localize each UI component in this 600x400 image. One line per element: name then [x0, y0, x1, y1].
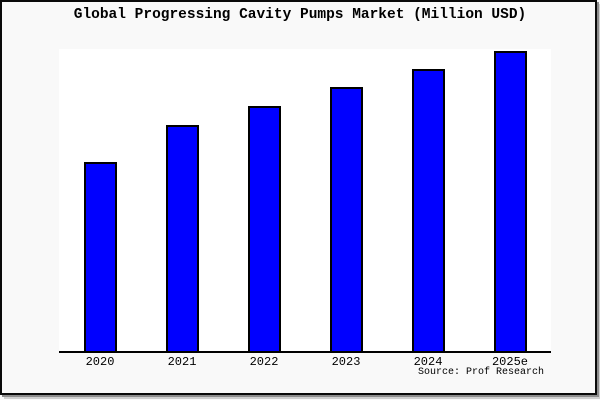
source-note: Source: Prof Research [417, 367, 544, 378]
bar-2022 [247, 106, 281, 351]
x-tick-label-2024: 2024 [413, 355, 443, 369]
bar-2020 [83, 162, 117, 351]
plot-area [59, 49, 551, 353]
x-tick-label-2025e: 2025e [491, 355, 528, 369]
x-axis-labels: 2020 2021 2022 2023 2024 2025e [59, 355, 551, 369]
bar-2025e [493, 51, 527, 351]
x-tick-label-2020: 2020 [85, 355, 115, 369]
bar-2023 [329, 87, 363, 351]
x-tick-label-2021: 2021 [167, 355, 197, 369]
bar-2021 [165, 125, 199, 351]
bar-2024 [411, 69, 445, 351]
x-tick-label-2022: 2022 [249, 355, 279, 369]
chart-title: Global Progressing Cavity Pumps Market (… [73, 7, 527, 23]
x-tick-label-2023: 2023 [331, 355, 361, 369]
